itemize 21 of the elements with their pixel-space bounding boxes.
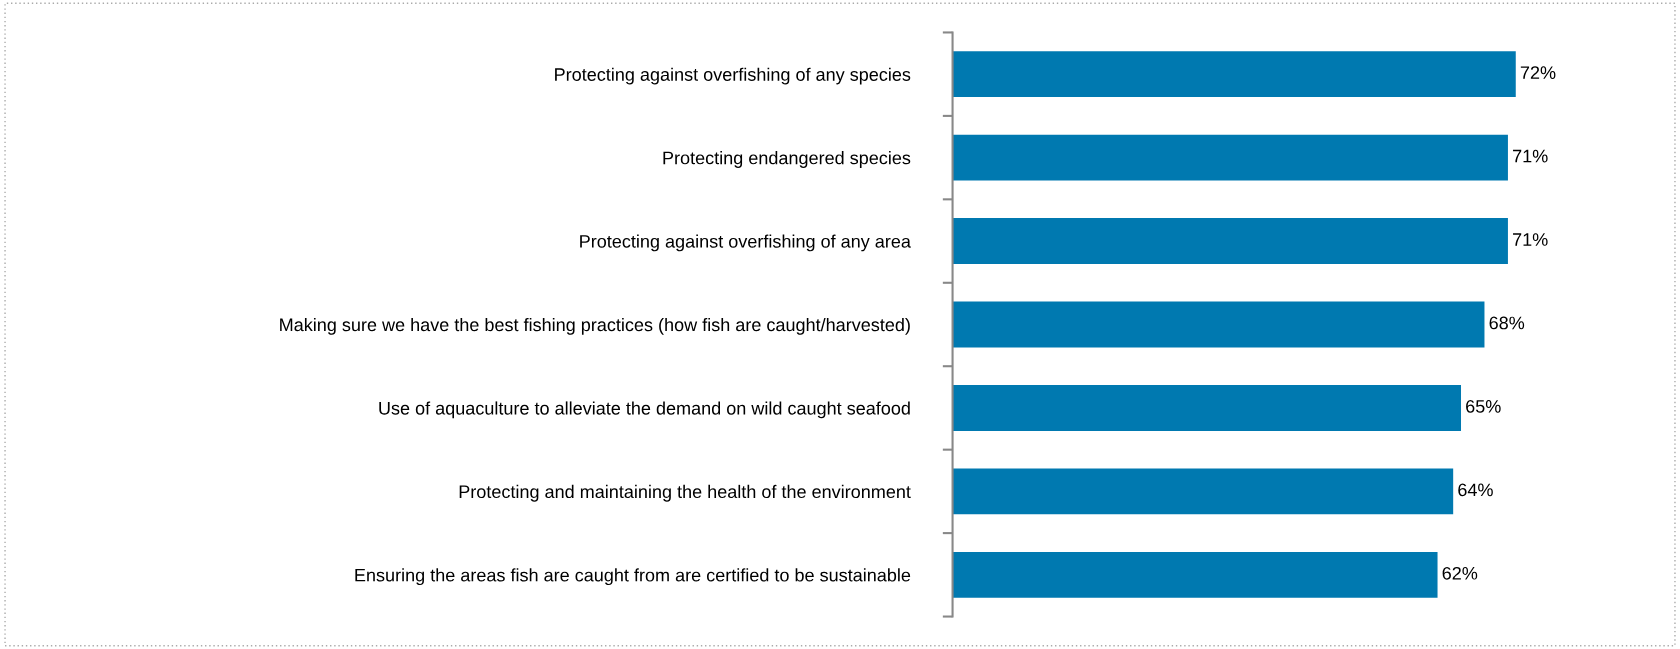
data-label: 71% [1513,233,1548,246]
bar [952,385,1461,431]
y-tick-label: Ensuring the areas fish are caught from are certified to be sustainable [355,568,911,586]
y-tick-label: Use of aquaculture to alleviate the demand on wild caught seafood [379,401,910,419]
data-label: 72% [1520,66,1556,79]
data-label: 68% [1489,316,1525,330]
y-tick-label: Protecting against overfishing of any species [555,67,911,85]
y-tick-label: Protecting endangered species [663,151,911,168]
data-label: 71% [1513,149,1548,163]
y-tick-label: Making sure we have the best fishing practices (how fish are caught/harvested) [280,317,910,335]
bar [952,468,1454,515]
y-tick-label: Protecting and maintaining the health of the environment [459,484,911,502]
y-tick-label: Protecting against overfishing of any area [580,234,911,252]
data-label: 64% [1458,483,1493,497]
bar [952,551,1438,598]
bar [952,51,1516,98]
data-label: 65% [1466,400,1501,413]
bar [952,134,1508,181]
bar [952,218,1508,264]
bar [952,301,1485,348]
data-label: 62% [1442,566,1478,580]
